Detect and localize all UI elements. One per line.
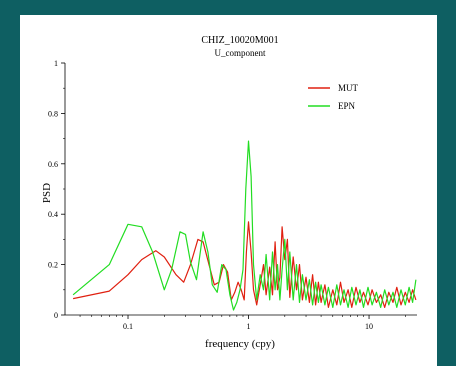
y-axis-label: PSD	[41, 183, 53, 203]
axis-ticks: 0 0.2 0.4 0.6 0.8 1 0.1 1 10	[48, 59, 406, 331]
legend: MUT EPN	[308, 83, 359, 111]
series-line-mut	[72, 221, 417, 308]
y-tick-label: 0.8	[48, 109, 58, 118]
y-tick-label: 0.6	[48, 160, 58, 169]
y-tick-label: 0	[54, 311, 58, 320]
x-tick-label: 10	[365, 322, 373, 331]
legend-label-mut: MUT	[338, 83, 359, 93]
psd-chart: CHIZ_10020M001 U_component frequency (cp…	[41, 35, 417, 350]
x-tick-label: 0.1	[123, 322, 133, 331]
series-lines	[72, 140, 417, 311]
y-tick-label: 0.4	[48, 210, 58, 219]
legend-label-epn: EPN	[338, 101, 356, 111]
chart-panel: CHIZ_10020M001 U_component frequency (cp…	[20, 15, 437, 366]
y-tick-label: 0.2	[48, 261, 58, 270]
x-axis-label: frequency (cpy)	[205, 338, 275, 350]
chart-subtitle: U_component	[215, 48, 266, 58]
chart-title: CHIZ_10020M001	[201, 35, 278, 46]
x-tick-label: 1	[247, 322, 251, 331]
y-tick-label: 1	[54, 59, 58, 68]
series-line-epn	[72, 140, 417, 311]
